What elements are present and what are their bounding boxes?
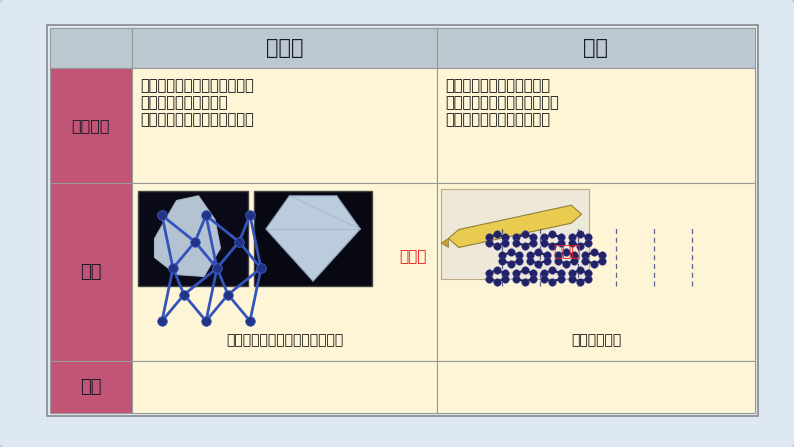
Text: 无色透明、正八面体形状的固: 无色透明、正八面体形状的固 bbox=[140, 78, 254, 93]
Bar bbox=[138, 191, 248, 286]
Polygon shape bbox=[155, 196, 221, 277]
Bar bbox=[50, 68, 132, 183]
Polygon shape bbox=[441, 239, 449, 248]
Bar bbox=[50, 28, 132, 68]
Text: 金刚石: 金刚石 bbox=[266, 38, 303, 58]
Text: 深灰色有金属光泽、不透明: 深灰色有金属光泽、不透明 bbox=[445, 78, 550, 93]
Text: 平面层状结构: 平面层状结构 bbox=[571, 333, 621, 347]
Polygon shape bbox=[266, 196, 360, 281]
Bar bbox=[132, 28, 437, 68]
Text: 体、不导电、硬度很大: 体、不导电、硬度很大 bbox=[140, 95, 228, 110]
Text: 腔感，具有优良的导电性能: 腔感，具有优良的导电性能 bbox=[445, 112, 550, 127]
Bar bbox=[441, 189, 589, 279]
Text: 精心打: 精心打 bbox=[399, 249, 427, 265]
Bar bbox=[437, 28, 755, 68]
Bar bbox=[254, 191, 372, 286]
Bar bbox=[437, 183, 755, 361]
Bar bbox=[132, 68, 437, 183]
Polygon shape bbox=[449, 205, 581, 248]
Text: 金刚石: 金刚石 bbox=[553, 245, 580, 260]
Bar bbox=[132, 361, 437, 413]
Bar bbox=[437, 68, 755, 183]
Text: 物理性质: 物理性质 bbox=[71, 118, 110, 133]
Bar bbox=[50, 183, 132, 361]
Text: 用途: 用途 bbox=[80, 378, 102, 396]
Text: 结构: 结构 bbox=[80, 263, 102, 281]
Text: 正八面体、坚固的空间骨架结构: 正八面体、坚固的空间骨架结构 bbox=[225, 333, 343, 347]
Text: 石墨: 石墨 bbox=[584, 38, 608, 58]
Bar bbox=[132, 183, 437, 361]
Text: （天然存在的最坟硬的物质）: （天然存在的最坟硬的物质） bbox=[140, 112, 254, 127]
Text: 的细鳞片状固体，质软，有滑: 的细鳞片状固体，质软，有滑 bbox=[445, 95, 559, 110]
Bar bbox=[437, 361, 755, 413]
Bar bbox=[50, 361, 132, 413]
